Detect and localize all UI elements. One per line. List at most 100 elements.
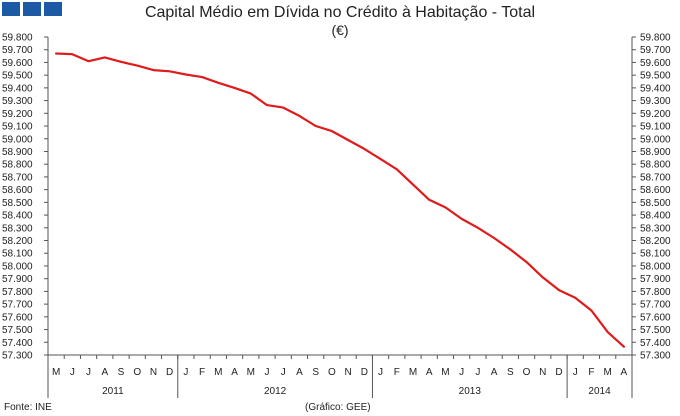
month-label: M [247, 367, 255, 378]
brand-logo [2, 2, 62, 16]
month-label: M [409, 367, 417, 378]
y-tick-label-right: 57.400 [640, 338, 671, 349]
month-label: N [150, 367, 157, 378]
y-tick-label-left: 58.400 [2, 211, 33, 222]
data-point [330, 130, 333, 133]
y-tick-label-right: 59.400 [640, 83, 671, 94]
data-point [493, 237, 496, 239]
y-tick-label-left: 59.700 [2, 45, 33, 56]
data-point [428, 198, 431, 201]
month-label: F [394, 367, 400, 378]
y-tick-label-right: 59.600 [640, 58, 671, 69]
data-point [541, 276, 544, 279]
y-tick-label-left: 58.200 [2, 236, 33, 247]
data-point [136, 64, 139, 67]
data-point [379, 158, 382, 161]
month-label: N [344, 367, 351, 378]
month-label: J [86, 367, 91, 378]
data-point [476, 226, 479, 229]
y-tick-label-left: 59.400 [2, 83, 33, 94]
y-tick-label-left: 57.300 [2, 351, 33, 362]
y-tick-label-right: 59.300 [640, 96, 671, 107]
y-tick-label-right: 57.700 [640, 300, 671, 311]
month-label: J [183, 367, 188, 378]
month-label: A [231, 367, 238, 378]
data-point [590, 309, 593, 312]
y-tick-label-right: 59.500 [640, 71, 671, 82]
y-tick-label-left: 57.400 [2, 338, 33, 349]
y-tick-label-right: 59.100 [640, 122, 671, 133]
y-tick-label-right: 58.600 [640, 185, 671, 196]
data-point [168, 70, 171, 73]
data-point [347, 139, 350, 141]
data-point [314, 125, 317, 127]
y-tick-label-left: 59.600 [2, 58, 33, 69]
y-tick-label-left: 59.500 [2, 71, 33, 82]
month-label: J [573, 367, 578, 378]
month-label: M [441, 367, 449, 378]
brand-square [23, 2, 41, 16]
data-point [444, 206, 447, 209]
y-tick-label-right: 59.800 [640, 33, 671, 44]
brand-square [2, 2, 20, 16]
data-point [120, 60, 122, 63]
month-label: J [378, 367, 383, 378]
data-point [509, 248, 512, 251]
data-point [249, 92, 252, 95]
y-tick-label-left: 59.000 [2, 134, 33, 145]
year-label: 2014 [588, 386, 611, 397]
data-point [606, 331, 609, 334]
month-label: J [459, 367, 464, 378]
y-tick-label-left: 58.000 [2, 261, 33, 272]
month-label: M [52, 367, 60, 378]
month-label: O [133, 367, 141, 378]
y-tick-label-right: 58.900 [640, 147, 671, 158]
month-label: A [426, 367, 433, 378]
y-tick-label-right: 58.400 [640, 211, 671, 222]
y-tick-label-left: 59.100 [2, 122, 33, 133]
chart-subtitle: (€) [331, 22, 349, 38]
year-label: 2011 [102, 386, 124, 397]
chart-title: Capital Médio em Dívida no Crédito à Hab… [144, 4, 536, 21]
month-label: J [281, 367, 286, 378]
y-tick-label-left: 57.800 [2, 287, 33, 298]
month-label: N [539, 367, 546, 378]
data-point [233, 86, 236, 89]
data-point [266, 104, 268, 106]
y-tick-label-left: 58.600 [2, 185, 33, 196]
month-label: J [265, 367, 270, 378]
data-point [55, 52, 58, 55]
data-point [298, 114, 301, 117]
y-tick-label-right: 57.900 [640, 274, 671, 285]
y-tick-label-left: 58.900 [2, 147, 33, 158]
brand-square [44, 2, 62, 16]
data-point [152, 69, 155, 71]
data-point [184, 73, 187, 76]
data-point [525, 261, 528, 264]
data-point [412, 183, 414, 186]
y-tick-label-right: 57.600 [640, 312, 671, 323]
data-point [103, 56, 106, 59]
data-point [363, 148, 366, 150]
data-point [558, 289, 560, 292]
y-tick-label-right: 58.000 [640, 261, 671, 272]
data-point [460, 217, 463, 220]
y-tick-label-right: 58.500 [640, 198, 671, 209]
y-tick-label-right: 59.200 [640, 109, 671, 120]
y-tick-label-right: 58.100 [640, 249, 671, 260]
month-label: A [491, 367, 498, 378]
data-point [622, 345, 625, 348]
y-tick-label-right: 58.800 [640, 160, 671, 171]
y-tick-label-right: 58.700 [640, 172, 671, 183]
y-tick-label-right: 57.500 [640, 325, 671, 336]
y-tick-label-left: 59.800 [2, 33, 33, 44]
data-point [217, 81, 220, 84]
series-line [54, 52, 626, 348]
month-label: F [199, 367, 205, 378]
y-tick-label-left: 57.700 [2, 300, 33, 311]
month-label: D [166, 367, 173, 378]
data-point [71, 53, 74, 56]
y-tick-label-left: 58.700 [2, 172, 33, 183]
month-label: S [507, 367, 514, 378]
